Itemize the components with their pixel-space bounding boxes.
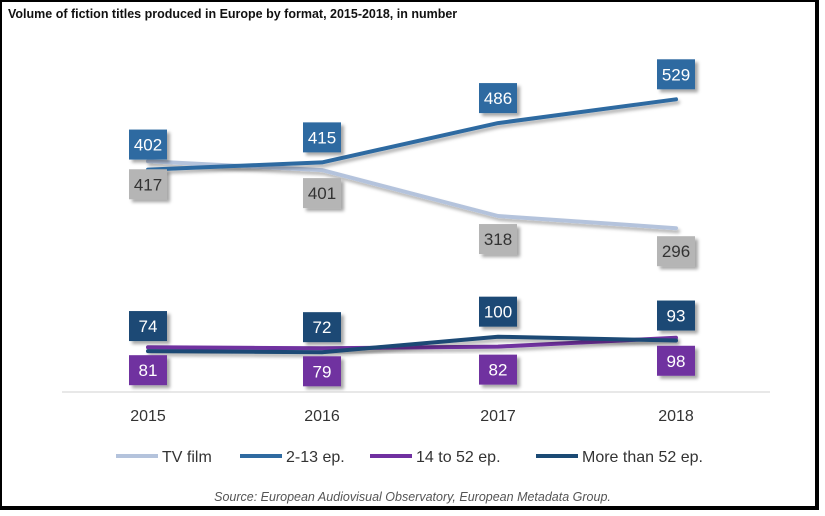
data-label-box [657,59,695,90]
source-note: Source: European Audiovisual Observatory… [214,490,611,504]
data-label-box [129,355,167,386]
data-label-box [129,311,167,342]
data-label-more-than-52-ep-2018: 93 [657,300,695,331]
data-label-text: 415 [308,128,336,147]
x-tick-label-2015: 2015 [130,408,166,425]
data-labels: 417 401 318 296 402 415 486 529 81 79 82 98 74 72 100 9… [129,59,695,387]
data-label-box [657,345,695,376]
data-label-text: 82 [489,361,508,380]
data-label-tv-film-2015: 417 [129,169,167,200]
legend-label: TV film [162,449,212,466]
data-label-box [129,169,167,200]
chart-title: Volume of fiction titles produced in Eur… [8,7,458,21]
data-label-text: 74 [139,317,158,336]
legend-label: More than 52 ep. [582,449,703,466]
data-label-text: 81 [139,361,158,380]
data-label-more-than-52-ep-2017: 100 [479,296,517,327]
data-label-14-to-52-ep-2016: 79 [303,356,341,387]
data-label-text: 100 [484,303,512,322]
data-label-tv-film-2018: 296 [657,236,695,267]
legend-item-14-to-52-ep: 14 to 52 ep. [370,449,501,466]
series-line-tv-film [146,159,678,231]
data-label-box [303,178,341,209]
data-label-box [479,354,517,385]
data-label-14-to-52-ep-2017: 82 [479,354,517,385]
x-tick-label-2018: 2018 [658,408,694,425]
x-tick-label-2017: 2017 [480,408,516,425]
data-label-14-to-52-ep-2018: 98 [657,345,695,376]
data-label-box [657,300,695,331]
series-line-2-13-ep [146,97,678,172]
x-axis-ticks: 2015 2016 2017 2018 [130,408,694,425]
data-label-text: 296 [662,242,690,261]
legend-item-more-than-52-ep: More than 52 ep. [536,449,703,466]
data-label-text: 79 [313,362,332,381]
data-label-text: 401 [308,184,336,203]
data-label-text: 402 [134,136,162,155]
legend: TV film 2-13 ep. 14 to 52 ep. More than 52 … [116,449,703,466]
legend-label: 14 to 52 ep. [416,449,501,466]
data-label-text: 486 [484,89,512,108]
data-label-text: 98 [667,352,686,371]
data-label-2-13-ep-2015: 402 [129,129,167,160]
data-label-tv-film-2016: 401 [303,178,341,209]
data-label-2-13-ep-2017: 486 [479,83,517,114]
data-label-more-than-52-ep-2016: 72 [303,312,341,343]
data-label-text: 72 [313,318,332,337]
data-label-box [129,129,167,160]
data-label-box [303,312,341,343]
series-line-14-to-52-ep [146,335,678,351]
data-label-2-13-ep-2018: 529 [657,59,695,90]
legend-label: 2-13 ep. [286,449,345,466]
data-label-tv-film-2017: 318 [479,224,517,255]
data-label-text: 417 [134,175,162,194]
data-label-14-to-52-ep-2015: 81 [129,355,167,386]
data-label-box [479,83,517,114]
data-label-text: 529 [662,65,690,84]
data-label-text: 93 [667,307,686,326]
legend-item-tv-film: TV film [116,449,212,466]
data-label-box [303,356,341,387]
data-label-text: 318 [484,230,512,249]
data-label-box [479,224,517,255]
series-line-more-than-52-ep [146,334,678,355]
data-label-2-13-ep-2016: 415 [303,122,341,153]
series-lines [146,97,678,355]
x-tick-label-2016: 2016 [304,408,340,425]
data-label-box [657,236,695,267]
data-label-box [303,122,341,153]
legend-item-2-13-ep: 2-13 ep. [240,449,345,466]
data-label-more-than-52-ep-2015: 74 [129,311,167,342]
data-label-box [479,296,517,327]
